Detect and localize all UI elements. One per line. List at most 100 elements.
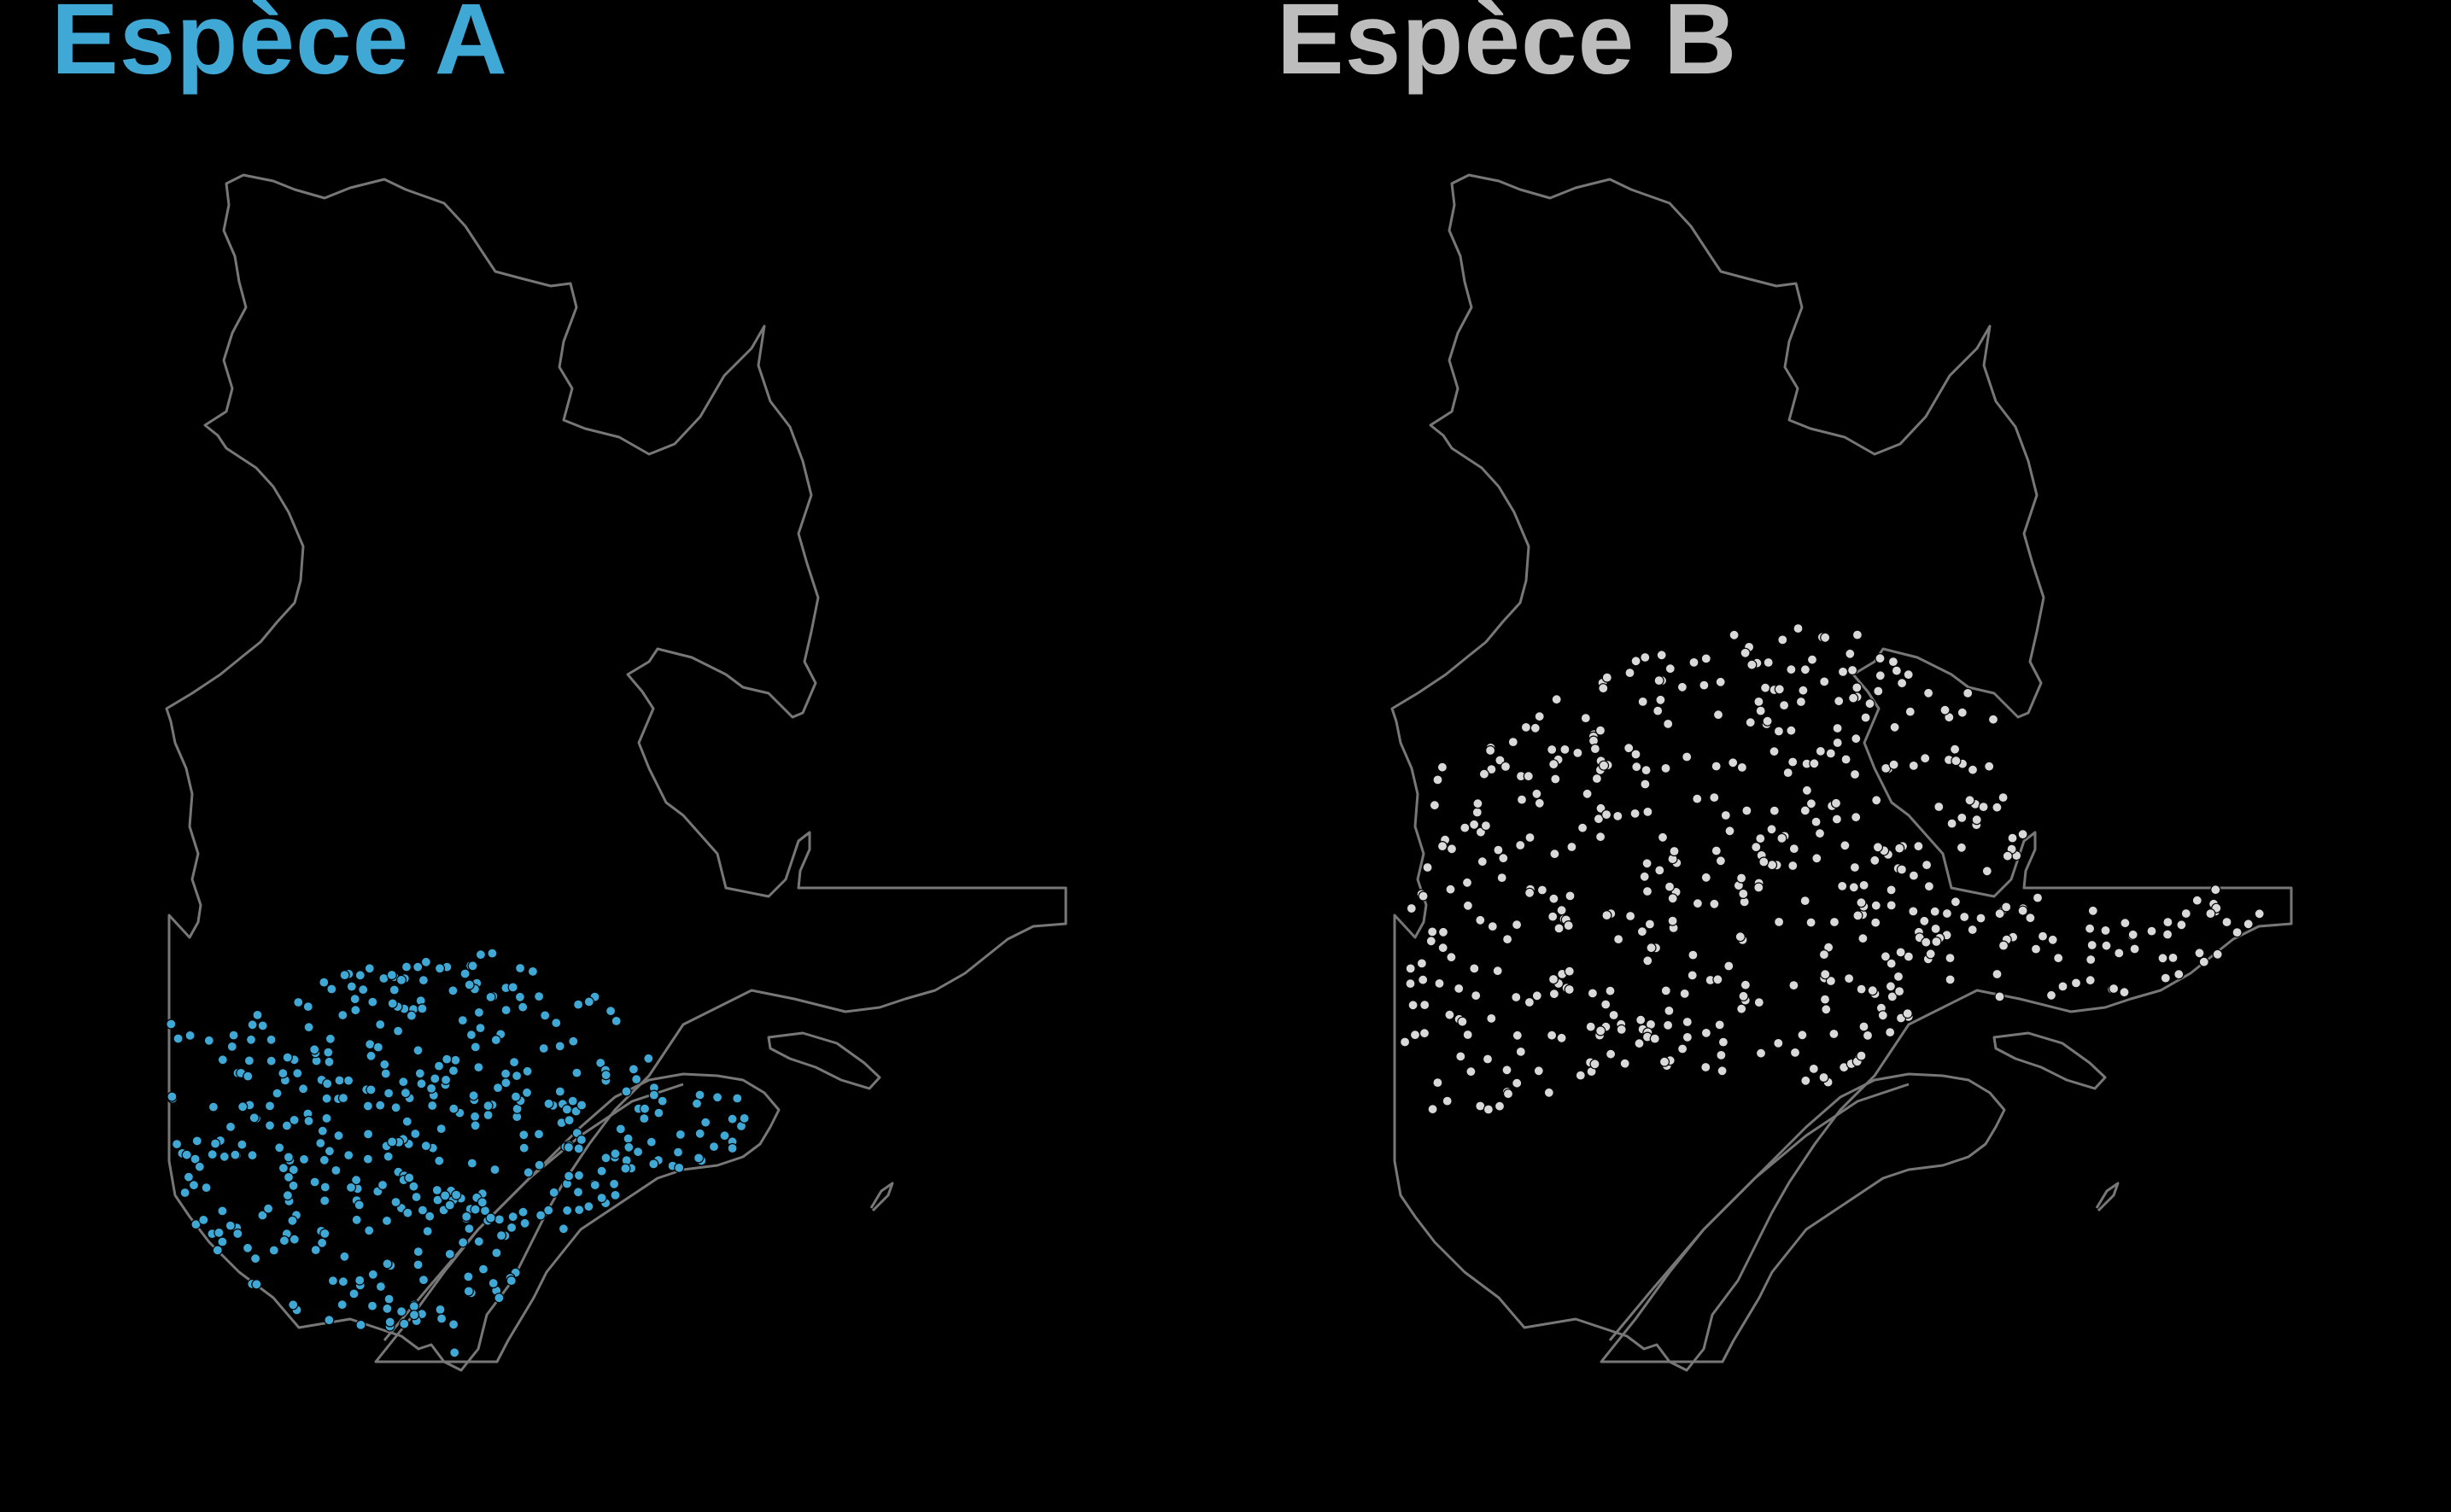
- occurrence-point: [1786, 725, 1797, 736]
- occurrence-point: [351, 1175, 362, 1186]
- occurrence-point: [522, 1065, 533, 1077]
- occurrence-point: [315, 1137, 326, 1149]
- occurrence-point: [1418, 974, 1429, 985]
- occurrence-point: [489, 1164, 500, 1176]
- occurrence-point: [1728, 757, 1739, 768]
- occurrence-point: [1858, 1021, 1869, 1032]
- occurrence-point: [298, 1153, 310, 1165]
- occurrence-point: [1530, 722, 1541, 733]
- occurrence-point: [1931, 936, 1942, 948]
- occurrence-point: [2108, 983, 2120, 995]
- occurrence-point: [319, 1195, 331, 1206]
- occurrence-point: [1818, 1071, 1829, 1083]
- occurrence-point: [457, 1014, 468, 1026]
- occurrence-point: [2007, 832, 2018, 844]
- occurrence-point: [1585, 1021, 1596, 1032]
- occurrence-point: [643, 1053, 654, 1064]
- occurrence-point: [1406, 902, 1417, 914]
- occurrence-point: [2017, 905, 2028, 916]
- occurrence-point: [1746, 659, 1758, 670]
- occurrence-point: [1709, 791, 1720, 803]
- occurrence-point: [554, 1086, 565, 1097]
- occurrence-point: [251, 1279, 262, 1290]
- occurrence-point: [1547, 744, 1558, 756]
- occurrence-point: [1649, 1033, 1660, 1044]
- occurrence-point: [2232, 926, 2243, 938]
- occurrence-point: [1894, 843, 1905, 854]
- occurrence-point: [514, 991, 526, 1002]
- occurrence-point: [1978, 801, 1989, 813]
- gaspe-peninsula-outline: [1600, 1072, 2006, 1363]
- occurrence-point: [366, 1300, 378, 1311]
- occurrence-point: [1548, 893, 1559, 904]
- occurrence-point: [1913, 841, 1924, 852]
- occurrence-point: [1923, 881, 1935, 892]
- occurrence-point: [1419, 1028, 1430, 1039]
- occurrence-point: [1553, 923, 1565, 934]
- occurrence-point: [1700, 872, 1711, 883]
- occurrence-point: [408, 1181, 419, 1192]
- occurrence-point: [247, 1150, 258, 1161]
- occurrence-point: [468, 1090, 479, 1101]
- occurrence-point: [534, 1159, 545, 1170]
- occurrence-point: [500, 1004, 512, 1016]
- occurrence-point: [507, 982, 518, 993]
- occurrence-point: [1565, 890, 1576, 902]
- occurrence-point: [492, 1082, 504, 1094]
- occurrence-point: [1472, 798, 1483, 809]
- occurrence-point: [1512, 1030, 1523, 1041]
- occurrence-point: [292, 1067, 303, 1079]
- occurrence-point: [252, 1009, 263, 1021]
- occurrence-point: [1551, 694, 1562, 705]
- occurrence-point: [331, 1165, 342, 1176]
- occurrence-point: [1820, 632, 1831, 643]
- occurrence-point: [1908, 906, 1919, 917]
- occurrence-point: [1987, 714, 1999, 725]
- occurrence-point: [1885, 981, 1897, 992]
- occurrence-point: [1556, 905, 1567, 916]
- occurrence-point: [477, 1264, 489, 1275]
- occurrence-point: [551, 1017, 562, 1029]
- occurrence-point: [1700, 653, 1711, 664]
- occurrence-point: [615, 1124, 626, 1135]
- occurrence-point: [322, 1078, 333, 1089]
- occurrence-point: [364, 963, 375, 974]
- map-panel-species-a: [165, 173, 1068, 1372]
- occurrence-point: [225, 1220, 236, 1231]
- occurrence-point: [1851, 812, 1862, 823]
- occurrence-point: [366, 1084, 377, 1095]
- occurrence-point: [1432, 1077, 1443, 1089]
- occurrence-point: [1478, 768, 1489, 779]
- occurrence-point: [1455, 1051, 1466, 1062]
- occurrence-point: [631, 1073, 642, 1085]
- occurrence-point: [1469, 963, 1480, 974]
- occurrence-point: [278, 1068, 289, 1079]
- occurrence-point: [466, 1158, 477, 1169]
- occurrence-point: [336, 1299, 348, 1311]
- occurrence-point: [1922, 687, 1934, 698]
- occurrence-point: [1758, 856, 1770, 867]
- occurrence-point: [535, 1210, 547, 1221]
- occurrence-point: [354, 1275, 366, 1286]
- occurrence-point: [1639, 871, 1650, 882]
- occurrence-point: [1875, 670, 1886, 681]
- occurrence-point: [563, 1141, 575, 1153]
- occurrence-point: [1957, 812, 1968, 824]
- occurrence-point: [1763, 657, 1774, 668]
- occurrence-point: [1773, 916, 1785, 928]
- river-channel-outline: [1608, 1083, 1910, 1341]
- occurrence-point: [533, 990, 545, 1002]
- occurrence-point: [500, 1068, 512, 1079]
- occurrence-point: [447, 1065, 459, 1077]
- occurrence-point: [1486, 763, 1497, 775]
- map-panel-species-b: [1390, 173, 2293, 1372]
- occurrence-point: [1427, 1104, 1438, 1115]
- occurrence-point: [1462, 900, 1473, 911]
- occurrence-point: [375, 1281, 386, 1293]
- occurrence-point: [1461, 877, 1473, 888]
- occurrence-point: [1595, 1025, 1606, 1036]
- occurrence-point: [485, 1212, 496, 1223]
- occurrence-point: [2030, 943, 2042, 954]
- occurrence-point: [1700, 1061, 1711, 1073]
- occurrence-point: [1773, 1037, 1784, 1049]
